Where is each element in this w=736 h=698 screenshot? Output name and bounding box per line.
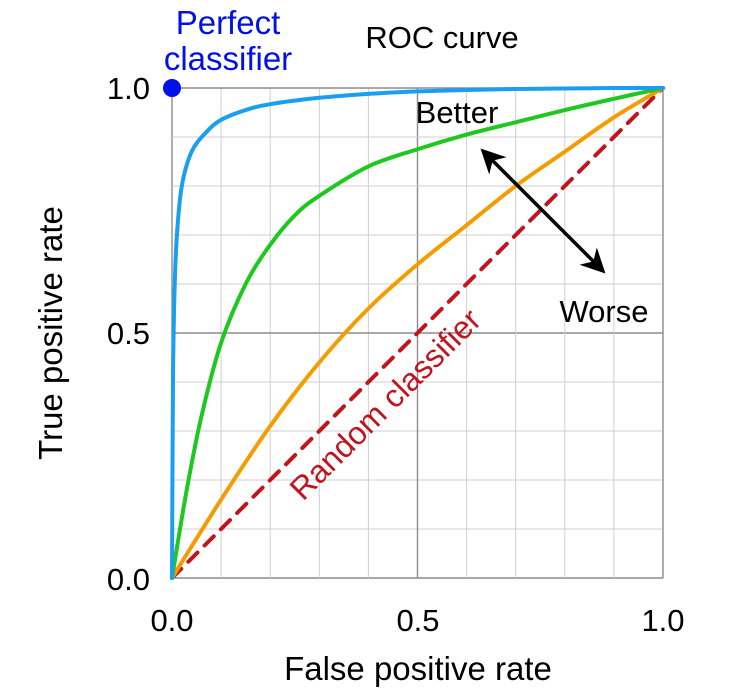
roc-curve-good [170,86,665,580]
roc-curve-excellent [170,85,665,580]
better-label: Better [416,95,499,130]
worse-label: Worse [559,294,648,329]
x-tick-label: 0.5 [396,603,439,638]
x-tick-label: 0.0 [150,603,193,638]
perfect-classifier-label-line2: classifier [164,40,292,77]
better-worse-arrow [480,148,606,274]
y-axis-title: True positive rate [32,206,69,460]
perfect-classifier-label-line1: Perfect [176,4,281,41]
y-tick-label: 0.5 [107,316,150,351]
perfect-classifier-point [163,79,181,97]
random-classifier-label: Random classifier [283,301,489,507]
x-axis-title: False positive rate [284,650,552,687]
chart-title: ROC curve [365,20,518,55]
y-tick-label: 1.0 [107,71,150,106]
x-tick-label: 1.0 [641,603,684,638]
roc-curve-fair [170,86,665,580]
y-tick-label: 0.0 [107,562,150,597]
